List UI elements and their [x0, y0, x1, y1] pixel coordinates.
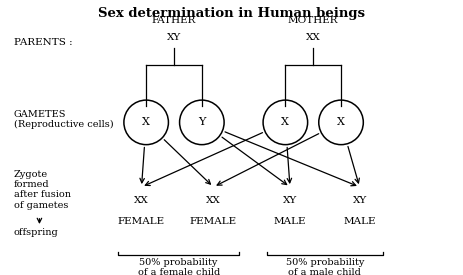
Text: Y: Y [198, 117, 205, 127]
Text: X: X [337, 117, 344, 127]
Text: Sex determination in Human beings: Sex determination in Human beings [98, 7, 365, 20]
Text: offspring: offspring [14, 228, 58, 237]
Text: MOTHER: MOTHER [288, 16, 338, 25]
Text: XX: XX [134, 196, 149, 205]
Text: MALE: MALE [273, 217, 306, 226]
Text: X: X [281, 117, 288, 127]
Text: XX: XX [305, 33, 320, 42]
Text: Zygote
formed
after fusion
of gametes: Zygote formed after fusion of gametes [14, 170, 71, 210]
Text: 50% probability
of a male child: 50% probability of a male child [285, 258, 363, 275]
Text: GAMETES
(Reproductive cells): GAMETES (Reproductive cells) [14, 110, 113, 130]
Text: PARENTS :: PARENTS : [14, 38, 72, 47]
Text: FEMALE: FEMALE [118, 217, 165, 226]
Text: FATHER: FATHER [151, 16, 196, 25]
Text: XY: XY [352, 196, 366, 205]
Text: MALE: MALE [343, 217, 375, 226]
Text: FEMALE: FEMALE [189, 217, 237, 226]
Text: X: X [142, 117, 150, 127]
Text: XY: XY [167, 33, 181, 42]
Text: 50% probability
of a female child: 50% probability of a female child [137, 258, 219, 275]
Text: XX: XX [206, 196, 220, 205]
Text: XY: XY [282, 196, 296, 205]
